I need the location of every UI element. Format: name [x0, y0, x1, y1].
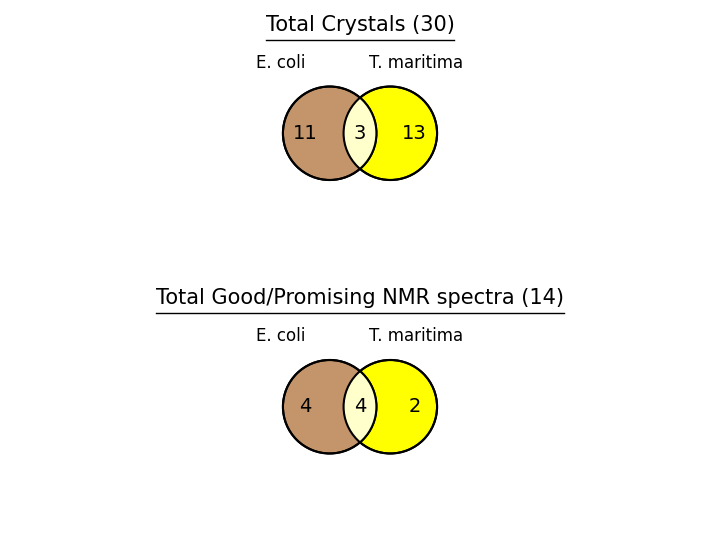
Circle shape: [343, 360, 437, 454]
Circle shape: [343, 86, 437, 180]
Text: E. coli: E. coli: [256, 327, 306, 345]
Text: 3: 3: [354, 124, 366, 143]
Circle shape: [343, 86, 437, 180]
Text: 13: 13: [402, 124, 427, 143]
Circle shape: [283, 86, 377, 180]
Circle shape: [343, 360, 437, 454]
Text: Total Crystals (30): Total Crystals (30): [266, 15, 454, 35]
Text: T. maritima: T. maritima: [369, 53, 464, 71]
Text: 4: 4: [300, 397, 312, 416]
Text: E. coli: E. coli: [256, 53, 306, 71]
Text: 2: 2: [408, 397, 420, 416]
Circle shape: [283, 360, 377, 454]
Text: 11: 11: [293, 124, 318, 143]
Text: T. maritima: T. maritima: [369, 327, 464, 345]
Text: Total Good/Promising NMR spectra (14): Total Good/Promising NMR spectra (14): [156, 288, 564, 308]
Text: 4: 4: [354, 397, 366, 416]
